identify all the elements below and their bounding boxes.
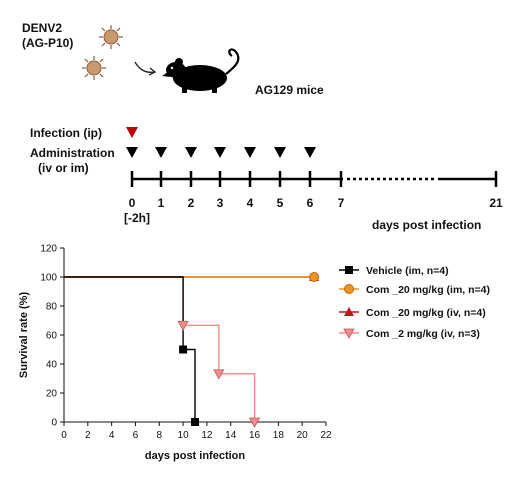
administration-marker [274, 147, 286, 158]
administration-marker [155, 147, 167, 158]
data-point-series-4 [213, 369, 225, 380]
administration-marker [185, 147, 197, 158]
virus-label-line1: DENV2 [22, 21, 62, 35]
y-tick-label: 0 [51, 418, 57, 429]
administration-label-line2: (iv or im) [38, 161, 89, 175]
y-tick-label: 120 [40, 244, 57, 255]
legend-label-1: Vehicle (im, n=4) [366, 265, 449, 277]
administration-marker [244, 147, 256, 158]
timeline-pre-dose-label: [-2h] [124, 211, 150, 225]
series-line-4 [64, 276, 256, 422]
curved-arrow-icon [134, 61, 157, 76]
virus-particle-icon [99, 25, 123, 49]
x-tick-label: 14 [225, 430, 237, 441]
x-tick-label: 2 [85, 430, 91, 441]
administration-marker [304, 147, 316, 158]
legend-label-4: Com _2 mg/kg (iv, n=3) [366, 328, 480, 340]
infection-marker [126, 127, 138, 138]
administration-marker [126, 147, 138, 158]
legend-marker-3 [344, 307, 354, 316]
timeline-tick-label-4: 4 [247, 196, 254, 210]
data-point-series-1 [179, 345, 188, 354]
timeline-tick-label-6: 6 [307, 196, 314, 210]
mouse-icon [162, 48, 240, 93]
timeline-tick-label-0: 0 [129, 196, 136, 210]
x-tick-label: 18 [273, 430, 285, 441]
x-tick-label: 12 [201, 430, 213, 441]
y-tick-label: 60 [46, 331, 58, 342]
x-tick-label: 8 [156, 430, 162, 441]
legend-label-2: Com _20 mg/kg (im, n=4) [366, 284, 490, 296]
timeline-tick-label-3: 3 [217, 196, 224, 210]
y-tick-label: 100 [40, 273, 57, 284]
timeline-tick-label-1: 1 [158, 196, 165, 210]
timeline-axis-label: days post infection [372, 218, 481, 232]
administration-label-line1: Administration [30, 146, 115, 160]
data-point-series-1 [191, 418, 199, 426]
y-tick-label: 40 [46, 360, 58, 371]
legend-marker-2 [344, 284, 354, 294]
timeline-tick-label-5: 5 [277, 196, 284, 210]
administration-marker [214, 147, 226, 158]
x-tick-label: 10 [178, 430, 190, 441]
x-tick-label: 0 [61, 430, 67, 441]
data-point-series-4 [248, 417, 261, 428]
timeline-tick-label-21: 21 [489, 196, 503, 210]
data-point-series-4 [177, 320, 189, 332]
y-axis-label: Survival rate (%) [18, 292, 30, 379]
x-tick-label: 4 [109, 430, 115, 441]
x-axis-label: days post infection [145, 450, 246, 462]
y-tick-label: 80 [46, 302, 58, 313]
infection-label: Infection (ip) [30, 126, 102, 140]
legend-marker-1 [345, 266, 353, 274]
x-tick-label: 16 [249, 430, 261, 441]
timeline-tick-label-2: 2 [188, 196, 195, 210]
x-tick-label: 20 [297, 430, 309, 441]
x-tick-label: 6 [133, 430, 139, 441]
y-tick-label: 20 [46, 389, 58, 400]
series-line-1 [64, 276, 196, 422]
mice-label: AG129 mice [255, 83, 324, 97]
virus-particle-icon [82, 56, 106, 80]
survival-chart: 0 20 40 60 80 100 120 0 2 4 6 8 10 12 14 16 18 20 22 Surv… [18, 244, 490, 463]
data-point-series-2 [309, 272, 320, 282]
legend-label-3: Com _20 mg/kg (iv, n=4) [366, 307, 486, 319]
virus-label-line2: (AG-P10) [22, 36, 73, 50]
legend-marker-4 [343, 328, 355, 339]
timeline-tick-label-7: 7 [338, 196, 345, 210]
x-tick-label: 22 [320, 430, 332, 441]
